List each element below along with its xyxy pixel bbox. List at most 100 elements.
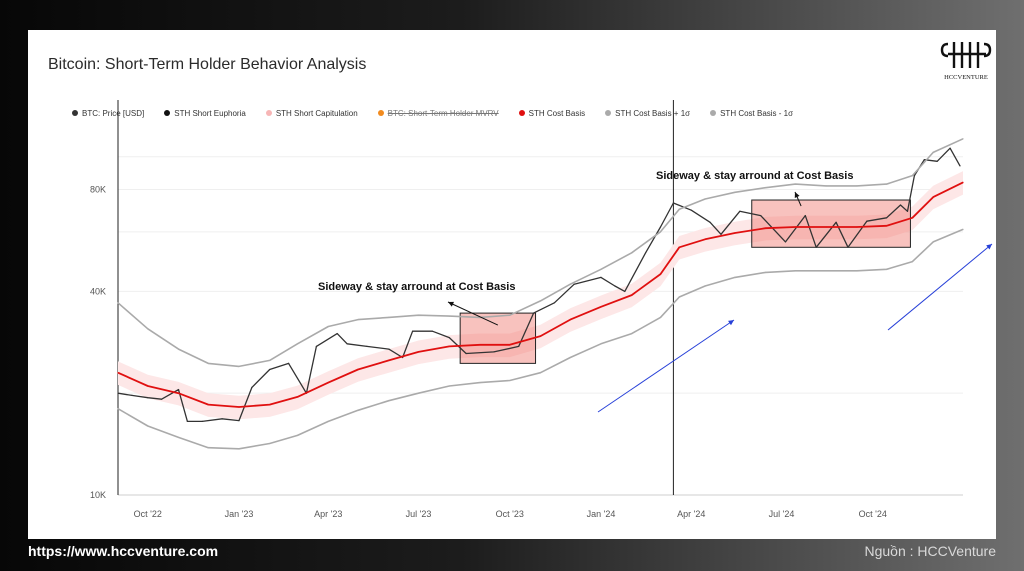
data-point — [288, 362, 290, 364]
data-point — [539, 335, 542, 337]
legend-label: STH Cost Basis — [528, 108, 586, 118]
data-point — [734, 232, 736, 234]
data-point — [357, 409, 359, 411]
data-point — [784, 241, 787, 243]
series-line-sth-cost-basis-1- — [117, 228, 964, 450]
data-point — [645, 252, 647, 254]
data-point — [269, 442, 271, 445]
data-point — [479, 382, 481, 384]
data-point — [678, 208, 680, 210]
data-point — [631, 252, 633, 254]
x-tick-label: Jan '23 — [225, 509, 254, 519]
data-point — [569, 356, 571, 359]
data-point — [238, 448, 240, 450]
data-point — [631, 294, 633, 296]
data-point — [448, 337, 450, 339]
data-point — [147, 397, 149, 399]
data-point — [765, 271, 767, 273]
data-point — [201, 420, 203, 422]
data-point — [296, 396, 299, 398]
x-tick-label: Apr '23 — [314, 509, 342, 519]
highlight-box-2024 — [751, 199, 911, 248]
data-point — [704, 285, 706, 287]
data-point — [949, 147, 951, 149]
legend-item[interactable]: STH Cost Basis + 1σ — [605, 109, 690, 118]
y-tick-label: 10K — [90, 490, 106, 500]
data-point — [539, 372, 542, 374]
data-point — [448, 315, 450, 317]
data-point — [856, 270, 858, 272]
data-point — [357, 368, 359, 371]
data-point — [509, 344, 511, 346]
data-point — [417, 314, 420, 316]
data-point — [327, 325, 329, 328]
data-point — [959, 165, 961, 167]
data-point — [804, 215, 806, 217]
data-point — [659, 231, 662, 233]
data-point — [147, 328, 149, 330]
data-point — [161, 398, 163, 400]
data-point — [672, 202, 675, 204]
data-point — [765, 227, 767, 229]
data-point — [709, 221, 711, 223]
data-point — [825, 185, 827, 187]
data-point — [569, 283, 571, 285]
data-point — [739, 210, 741, 212]
legend-item[interactable]: STH Cost Basis - 1σ — [710, 109, 793, 118]
legend-item[interactable]: STH Cost Basis — [518, 108, 586, 118]
chart-plot: 10K 40K 80K Oct '22 Jan '23 Apr '23 Jul '23 Oct… — [90, 100, 993, 519]
data-point — [296, 434, 299, 436]
legend-item[interactable]: BTC: Price [USD] — [72, 109, 144, 118]
data-point — [911, 175, 914, 177]
data-point — [177, 392, 180, 394]
annotation-arrow-2024-head — [794, 192, 800, 198]
data-point — [600, 268, 602, 270]
data-point — [932, 151, 934, 153]
legend-label: STH Short Euphoria — [174, 108, 246, 118]
data-point — [911, 217, 914, 219]
data-point — [600, 343, 602, 345]
highlight-box-2023 — [459, 312, 537, 364]
data-point — [659, 273, 662, 275]
data-point — [186, 420, 188, 422]
data-point — [388, 348, 390, 350]
data-point — [923, 159, 925, 161]
legend-item[interactable]: STH Short Capitulation — [265, 109, 358, 118]
trend-arrow-2024-a-head — [728, 320, 734, 326]
data-point — [962, 228, 964, 230]
data-point — [117, 372, 119, 374]
data-point — [659, 316, 662, 318]
legend-label: STH Cost Basis - 1σ — [720, 108, 794, 118]
data-point — [388, 400, 390, 402]
legend-item[interactable]: STH Short Euphoria — [164, 109, 246, 118]
data-point — [431, 330, 433, 332]
annotation-text-2023: Sideway & stay arround at Cost Basis — [318, 281, 515, 293]
data-point — [614, 285, 616, 287]
data-point — [327, 382, 329, 384]
legend-dot-icon — [164, 110, 171, 116]
data-point — [573, 283, 575, 285]
data-point — [388, 316, 390, 318]
data-point — [346, 343, 348, 345]
data-point — [177, 436, 180, 438]
data-point — [659, 226, 662, 228]
data-point — [117, 302, 119, 304]
data-point — [886, 217, 888, 219]
data-point — [448, 345, 450, 347]
data-point — [906, 210, 909, 212]
data-point — [794, 270, 797, 272]
data-point — [866, 220, 868, 222]
data-point — [847, 246, 849, 248]
data-point — [518, 345, 520, 347]
data-point — [479, 344, 481, 346]
data-point — [600, 276, 602, 278]
data-point — [417, 392, 420, 394]
data-point — [388, 359, 390, 361]
data-point — [336, 333, 338, 335]
footer-url[interactable]: https://www.hccventure.com — [28, 543, 219, 559]
legend-item[interactable]: BTC: Short-Term Holder MVRV — [377, 109, 499, 118]
data-point — [412, 330, 414, 332]
data-point — [357, 319, 359, 321]
chart-legend: BTC: Price [USD] STH Short Euphoria STH Sh… — [72, 106, 813, 120]
data-point — [269, 368, 271, 371]
